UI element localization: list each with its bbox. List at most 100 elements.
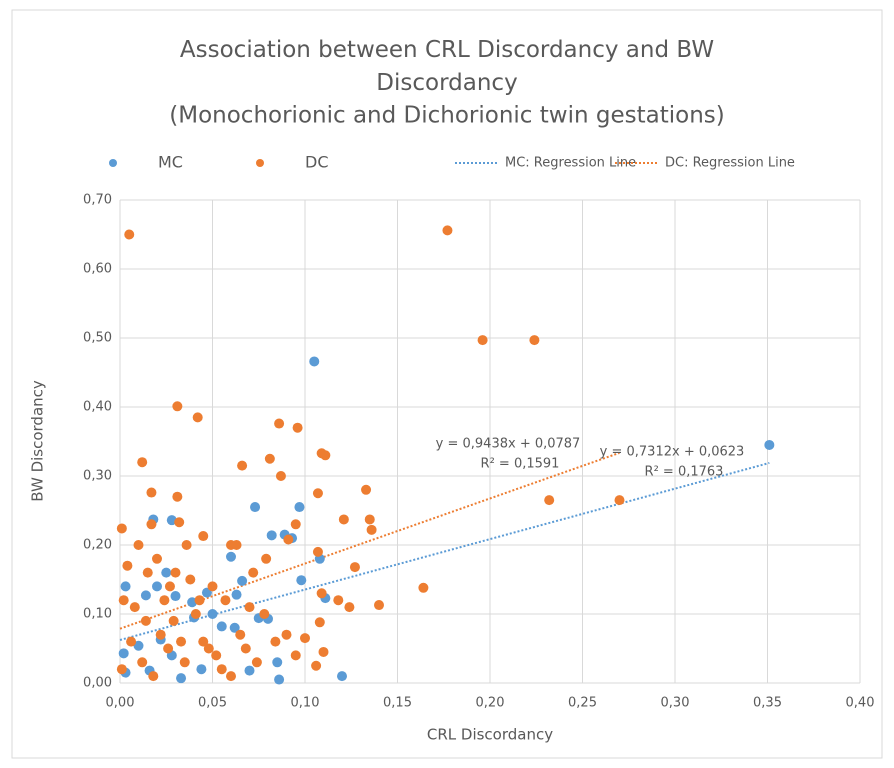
y-tick-label: 0,70 (83, 193, 112, 208)
point (207, 581, 218, 592)
x-tick-label: 0,40 (846, 696, 875, 711)
point (237, 460, 248, 471)
point (248, 567, 259, 578)
y-tick-label: 0,40 (83, 400, 112, 415)
point (318, 646, 329, 657)
point (116, 523, 127, 534)
point (237, 575, 248, 586)
point (764, 439, 775, 450)
point (118, 595, 129, 606)
point (172, 491, 183, 502)
point (235, 629, 246, 640)
chart-title: Association between CRL Discordancy and … (180, 37, 714, 96)
point (529, 335, 540, 346)
point (442, 225, 453, 236)
point (614, 495, 625, 506)
point (116, 664, 127, 675)
point (229, 622, 240, 633)
point (274, 418, 285, 429)
point (544, 495, 555, 506)
point (314, 617, 325, 628)
point (133, 540, 144, 550)
point (477, 335, 488, 346)
x-tick-label: 0,30 (661, 696, 690, 711)
point (163, 643, 174, 654)
point (364, 514, 375, 525)
point (159, 595, 170, 606)
x-tick-label: 0,20 (476, 696, 505, 711)
y-tick-label: 0,60 (83, 262, 112, 277)
point (259, 609, 270, 619)
point (168, 615, 179, 626)
point (122, 560, 133, 571)
legend-label: MC (158, 153, 183, 172)
point (300, 633, 310, 644)
point (155, 629, 166, 640)
point (226, 671, 236, 682)
point (174, 517, 185, 528)
point (140, 590, 151, 601)
y-axis-title: BW Discordancy (29, 380, 47, 502)
point (198, 636, 209, 647)
point (231, 540, 242, 550)
point (164, 581, 175, 592)
x-tick-label: 0,10 (291, 696, 320, 711)
point (275, 471, 286, 481)
x-tick-label: 0,15 (383, 696, 412, 711)
point (124, 229, 135, 240)
point (142, 567, 153, 578)
x-tick-label: 0,25 (568, 696, 597, 711)
point (181, 540, 192, 550)
point (333, 595, 344, 606)
point (140, 615, 151, 626)
point (179, 657, 190, 668)
point (290, 519, 301, 530)
x-tick-label: 0,05 (198, 696, 227, 711)
regression-line (119, 461, 770, 641)
x-axis-title: CRL Discordancy (427, 726, 553, 744)
point (152, 553, 162, 564)
y-tick-label: 0,50 (83, 331, 112, 346)
point (240, 643, 251, 654)
equation-label: y = 0,7312x + 0,0623 (600, 445, 745, 460)
point (126, 636, 137, 647)
point (296, 575, 307, 586)
point (216, 664, 227, 675)
r-squared-label: R² = 0,1591 (481, 457, 560, 472)
point (374, 600, 384, 611)
point (120, 581, 131, 592)
point (320, 450, 331, 461)
point (337, 671, 347, 682)
point (294, 502, 305, 513)
x-tick-label: 0,35 (753, 696, 782, 711)
point (366, 524, 377, 535)
legend-marker (256, 159, 264, 167)
point (148, 671, 159, 682)
point (292, 422, 303, 433)
point (338, 514, 349, 525)
point (211, 650, 222, 661)
y-tick-label: 0,30 (83, 469, 112, 484)
point (312, 546, 323, 557)
point (344, 602, 355, 613)
point (172, 401, 183, 412)
chart-subtitle: (Monochorionic and Dichorionic twin gest… (169, 103, 724, 129)
point (290, 650, 301, 661)
y-tick-label: 0,00 (83, 676, 112, 691)
point (207, 609, 218, 619)
point (190, 609, 201, 619)
point (244, 665, 255, 676)
point (418, 582, 429, 593)
point (194, 595, 205, 606)
point (316, 588, 327, 599)
point (176, 636, 187, 647)
point (251, 657, 262, 668)
point (146, 487, 157, 498)
point (133, 640, 144, 651)
point (274, 674, 285, 685)
point (129, 602, 140, 613)
point (231, 589, 242, 600)
legend-label: DC (305, 153, 329, 172)
point (203, 643, 214, 654)
point (361, 484, 372, 495)
